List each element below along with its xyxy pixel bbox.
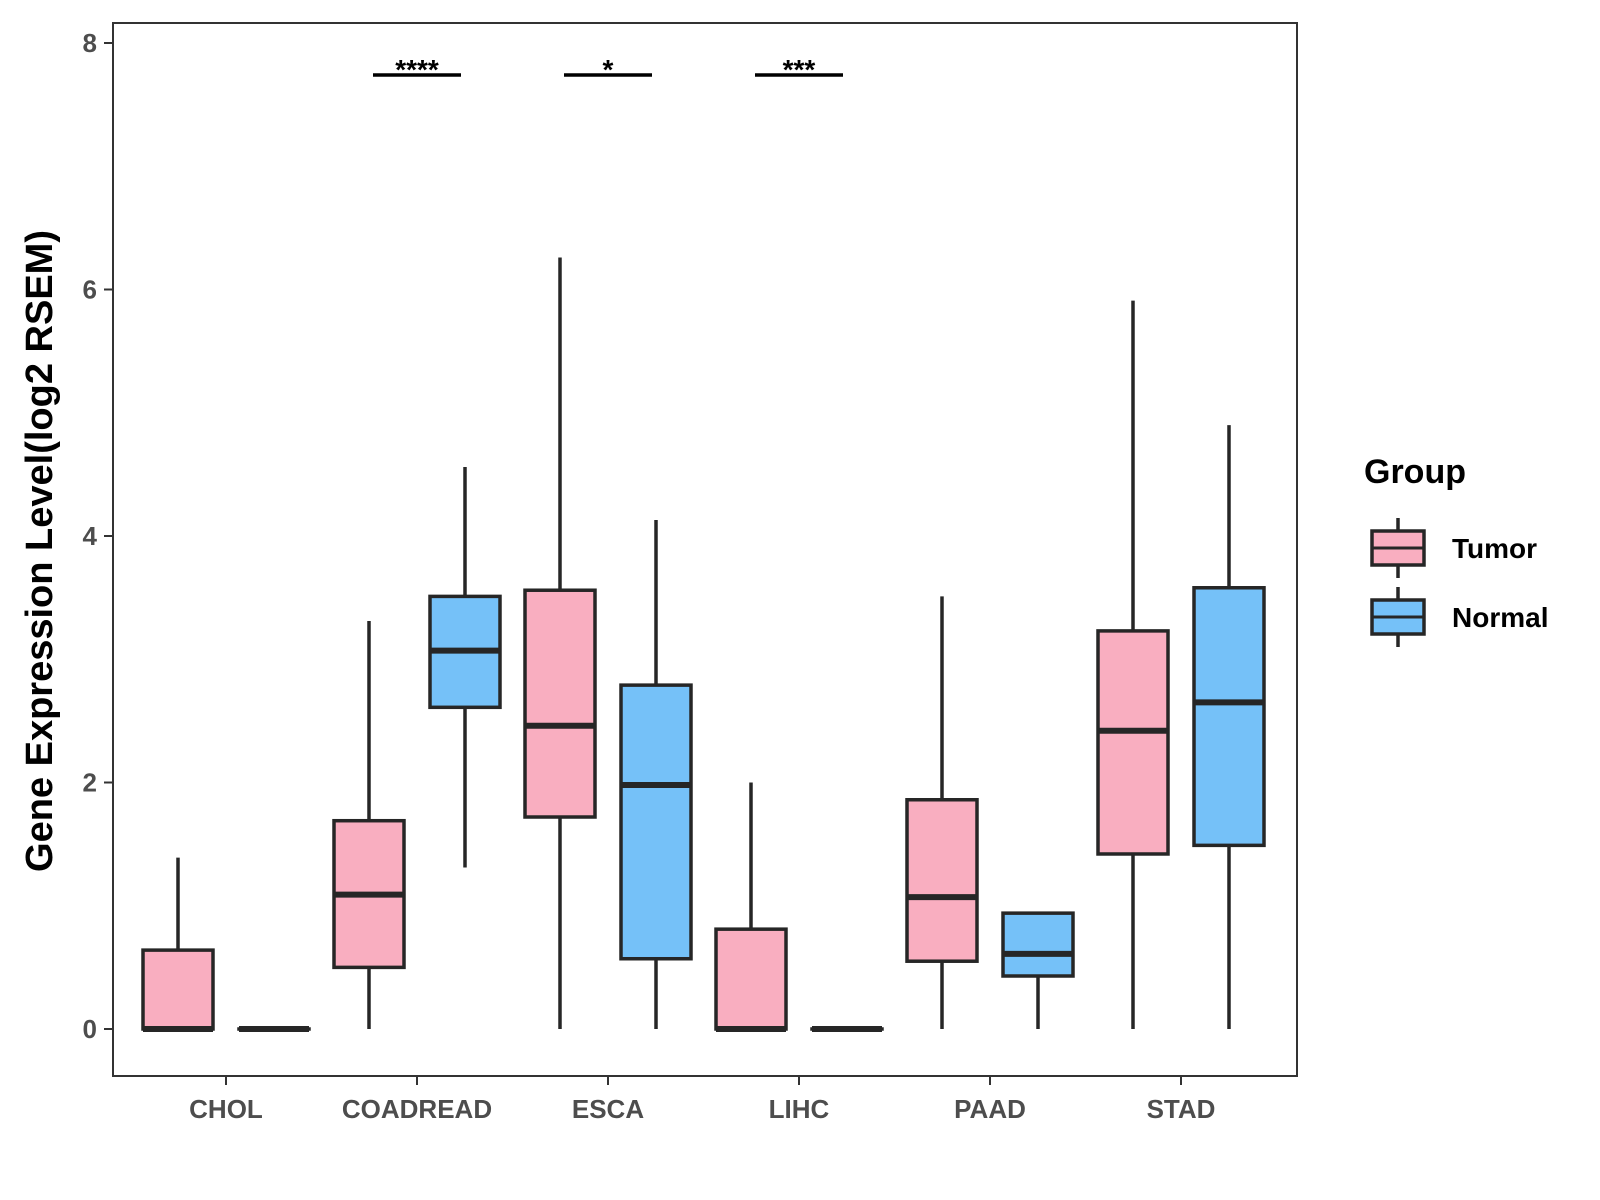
y-tick-label: 8 <box>83 28 97 58</box>
box-tumor-lihc <box>714 782 788 1032</box>
box-body <box>523 588 597 819</box>
legend-label: Normal <box>1452 602 1548 633</box>
box-tumor-esca <box>523 257 597 1029</box>
box-tumor-paad <box>905 596 979 1029</box>
box-tumor-coadread <box>332 621 406 1029</box>
legend-item-normal: Normal <box>1370 587 1548 647</box>
x-tick-label: PAAD <box>954 1094 1026 1124</box>
legend-item-tumor: Tumor <box>1370 518 1537 578</box>
x-tick-label: COADREAD <box>342 1094 492 1124</box>
plot-panel-border <box>112 22 1298 1077</box>
significance-label: **** <box>395 54 439 85</box>
x-tick-label: ESCA <box>572 1094 644 1124</box>
y-axis: 0 2 4 6 8 <box>83 28 113 1044</box>
box-tumor-chol <box>141 857 215 1032</box>
box-body <box>714 927 788 1031</box>
significance-label: * <box>603 54 614 85</box>
significance-lihc: *** <box>755 54 843 85</box>
y-tick-label: 0 <box>83 1014 97 1044</box>
box-body <box>141 948 215 1031</box>
box-body <box>1096 629 1170 856</box>
y-tick-label: 2 <box>83 768 97 798</box>
x-tick-label: CHOL <box>189 1094 263 1124</box>
box-body <box>619 683 693 961</box>
y-axis-title: Gene Expression Level(log2 RSEM) <box>19 230 61 872</box>
box-body <box>1001 911 1075 978</box>
y-tick-label: 4 <box>83 521 98 551</box>
box-normal-paad <box>1001 911 1075 1029</box>
significance-coadread: **** <box>373 54 461 85</box>
legend-label: Tumor <box>1452 533 1537 564</box>
significance-esca: * <box>564 54 652 85</box>
box-tumor-stad <box>1096 300 1170 1029</box>
box-body <box>1192 586 1266 848</box>
legend: Group Tumor Normal <box>1364 453 1548 647</box>
box-body <box>905 798 979 963</box>
box-normal-coadread <box>428 466 502 868</box>
x-tick-label: LIHC <box>769 1094 830 1124</box>
y-tick-label: 6 <box>83 275 97 305</box>
box-normal-stad <box>1192 425 1266 1029</box>
significance-label: *** <box>783 54 816 85</box>
boxes-layer <box>141 257 1266 1032</box>
x-axis: CHOL COADREAD ESCA LIHC PAAD STAD <box>189 1076 1215 1124</box>
x-tick-label: STAD <box>1147 1094 1216 1124</box>
significance-layer: **** * *** <box>373 54 843 85</box>
legend-title: Group <box>1364 453 1466 491</box>
box-normal-esca <box>619 519 693 1029</box>
